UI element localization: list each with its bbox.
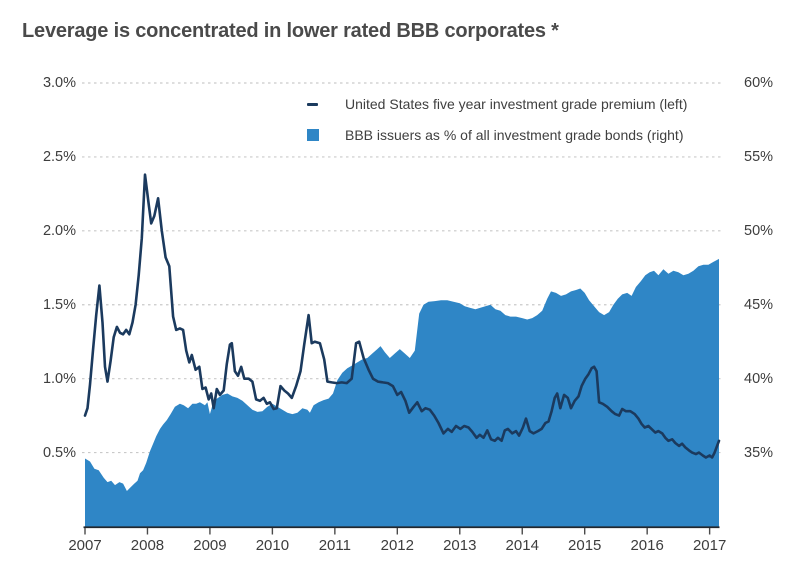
y-axis-left-label: 3.0% — [42, 75, 76, 91]
y-axis-right-label: 50% — [744, 222, 774, 239]
premium-line-series — [83, 173, 721, 459]
x-axis-year-label: 2008 — [130, 537, 165, 554]
x-axis-year-label: 2007 — [68, 537, 102, 554]
x-axis-year-label: 2016 — [630, 537, 664, 554]
marker-box — [307, 102, 321, 106]
y-axis-right-label: 40% — [744, 370, 774, 387]
x-axis-year-label: 2009 — [193, 537, 227, 554]
marker-box — [307, 129, 321, 141]
y-axis-left-label: 2.0% — [42, 222, 76, 239]
legend-label-premium-line: United States five year investment grade… — [345, 96, 688, 112]
y-axis-right-label: 45% — [744, 296, 774, 313]
legend-item-bbb-area: BBB issuers as % of all investment grade… — [307, 125, 687, 145]
chart-title: Leverage is concentrated in lower rated … — [22, 20, 559, 42]
y-axis-left-label: 2.5% — [42, 148, 76, 165]
y-axis-left-label: 1.0% — [42, 370, 76, 387]
y-axis-right-label: 55% — [744, 148, 774, 165]
x-axis-year-label: 2015 — [568, 537, 602, 554]
x-axis-year-label: 2013 — [443, 537, 477, 554]
x-axis-year-label: 2011 — [318, 537, 351, 554]
legend-label-bbb-area: BBB issuers as % of all investment grade… — [345, 127, 684, 143]
y-axis-left-label: 1.5% — [42, 296, 76, 313]
legend: United States five year investment grade… — [307, 94, 687, 156]
legend-item-premium-line: United States five year investment grade… — [307, 94, 687, 114]
y-axis-right-label: 35% — [744, 444, 774, 461]
x-axis-year-label: 2010 — [255, 537, 290, 554]
area-series-square-icon — [307, 129, 319, 141]
line-series-dash-icon — [307, 102, 318, 106]
x-axis-year-label: 2017 — [692, 537, 727, 554]
y-axis-right-label: 60% — [744, 75, 774, 91]
y-axis-left-label: 0.5% — [42, 444, 76, 461]
x-axis-year-label: 2012 — [380, 537, 414, 554]
x-axis-year-label: 2014 — [505, 537, 539, 554]
